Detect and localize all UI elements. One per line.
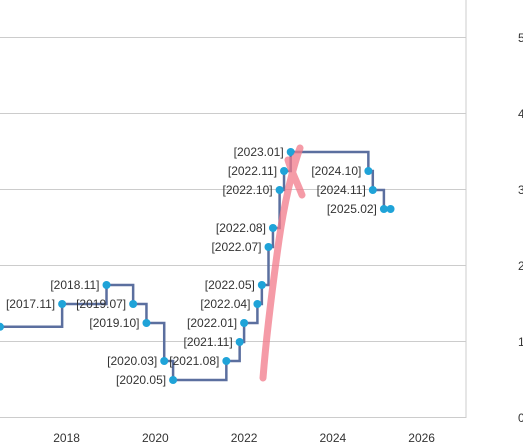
grid-lines xyxy=(0,37,466,418)
x-tick-label: 2026 xyxy=(408,431,435,445)
data-point[interactable] xyxy=(257,281,266,289)
point-label: [2024.10] xyxy=(311,164,361,178)
data-point[interactable] xyxy=(142,319,151,327)
data-point[interactable] xyxy=(275,186,284,194)
point-label: [2020.05] xyxy=(116,373,166,387)
series-points xyxy=(0,148,395,384)
right-tick-label: 2 xyxy=(518,259,523,273)
series-step-line xyxy=(0,150,391,382)
point-label: [2019.07] xyxy=(76,297,126,311)
point-label: [2017.11] xyxy=(6,297,55,311)
x-tick-label: 2022 xyxy=(231,431,258,445)
point-label: [2021.11] xyxy=(184,335,233,349)
right-tick-label: 1 xyxy=(518,335,523,349)
data-point[interactable] xyxy=(222,357,231,365)
data-point[interactable] xyxy=(169,376,178,384)
point-label: [2022.04] xyxy=(200,297,250,311)
right-tick-label: 3 xyxy=(518,183,523,197)
point-label: [2022.01] xyxy=(187,316,237,330)
point-label: [2022.10] xyxy=(223,183,273,197)
hand-drawn-annotation-arrow xyxy=(259,144,306,382)
right-tick-label: 0 xyxy=(518,411,523,425)
data-point[interactable] xyxy=(0,322,4,331)
point-labels: [2017.11] [2018.11] [2019.07] [2019.10] [202… xyxy=(6,145,377,387)
point-label: [2020.03] xyxy=(107,354,157,368)
point-label: [2022.07] xyxy=(211,240,261,254)
data-point[interactable] xyxy=(368,186,377,194)
point-label: [2022.05] xyxy=(205,278,255,292)
x-tick-label: 2024 xyxy=(320,431,347,445)
right-tick-label: 5 xyxy=(518,31,523,45)
data-point[interactable] xyxy=(102,281,111,289)
x-tick-label: 2018 xyxy=(53,431,80,445)
data-point[interactable] xyxy=(364,167,373,175)
right-axis-ticks: 5 4 3 2 1 0 xyxy=(518,31,523,425)
point-label: [2022.08] xyxy=(216,221,266,235)
data-point[interactable] xyxy=(240,319,249,327)
point-label: [2018.11] xyxy=(50,278,99,292)
data-point[interactable] xyxy=(235,338,244,346)
point-label: [2021.08] xyxy=(169,354,219,368)
point-label: [2025.02] xyxy=(327,202,377,216)
point-label: [2023.01] xyxy=(234,145,284,159)
point-label: [2024.11] xyxy=(317,183,366,197)
x-tick-label: 2020 xyxy=(142,431,169,445)
x-axis-ticks: 2018 2020 2022 2024 2026 xyxy=(53,431,435,445)
data-point[interactable] xyxy=(129,300,138,308)
data-point[interactable] xyxy=(386,205,395,213)
point-label: [2022.11] xyxy=(228,164,277,178)
data-point[interactable] xyxy=(264,243,273,251)
point-label: [2019.10] xyxy=(89,316,139,330)
data-point[interactable] xyxy=(280,167,289,175)
data-point[interactable] xyxy=(58,300,67,308)
data-point[interactable] xyxy=(379,205,388,213)
data-point[interactable] xyxy=(268,224,277,232)
data-point[interactable] xyxy=(160,357,169,365)
data-point[interactable] xyxy=(253,300,262,308)
right-tick-label: 4 xyxy=(518,107,523,121)
data-point[interactable] xyxy=(286,148,295,156)
